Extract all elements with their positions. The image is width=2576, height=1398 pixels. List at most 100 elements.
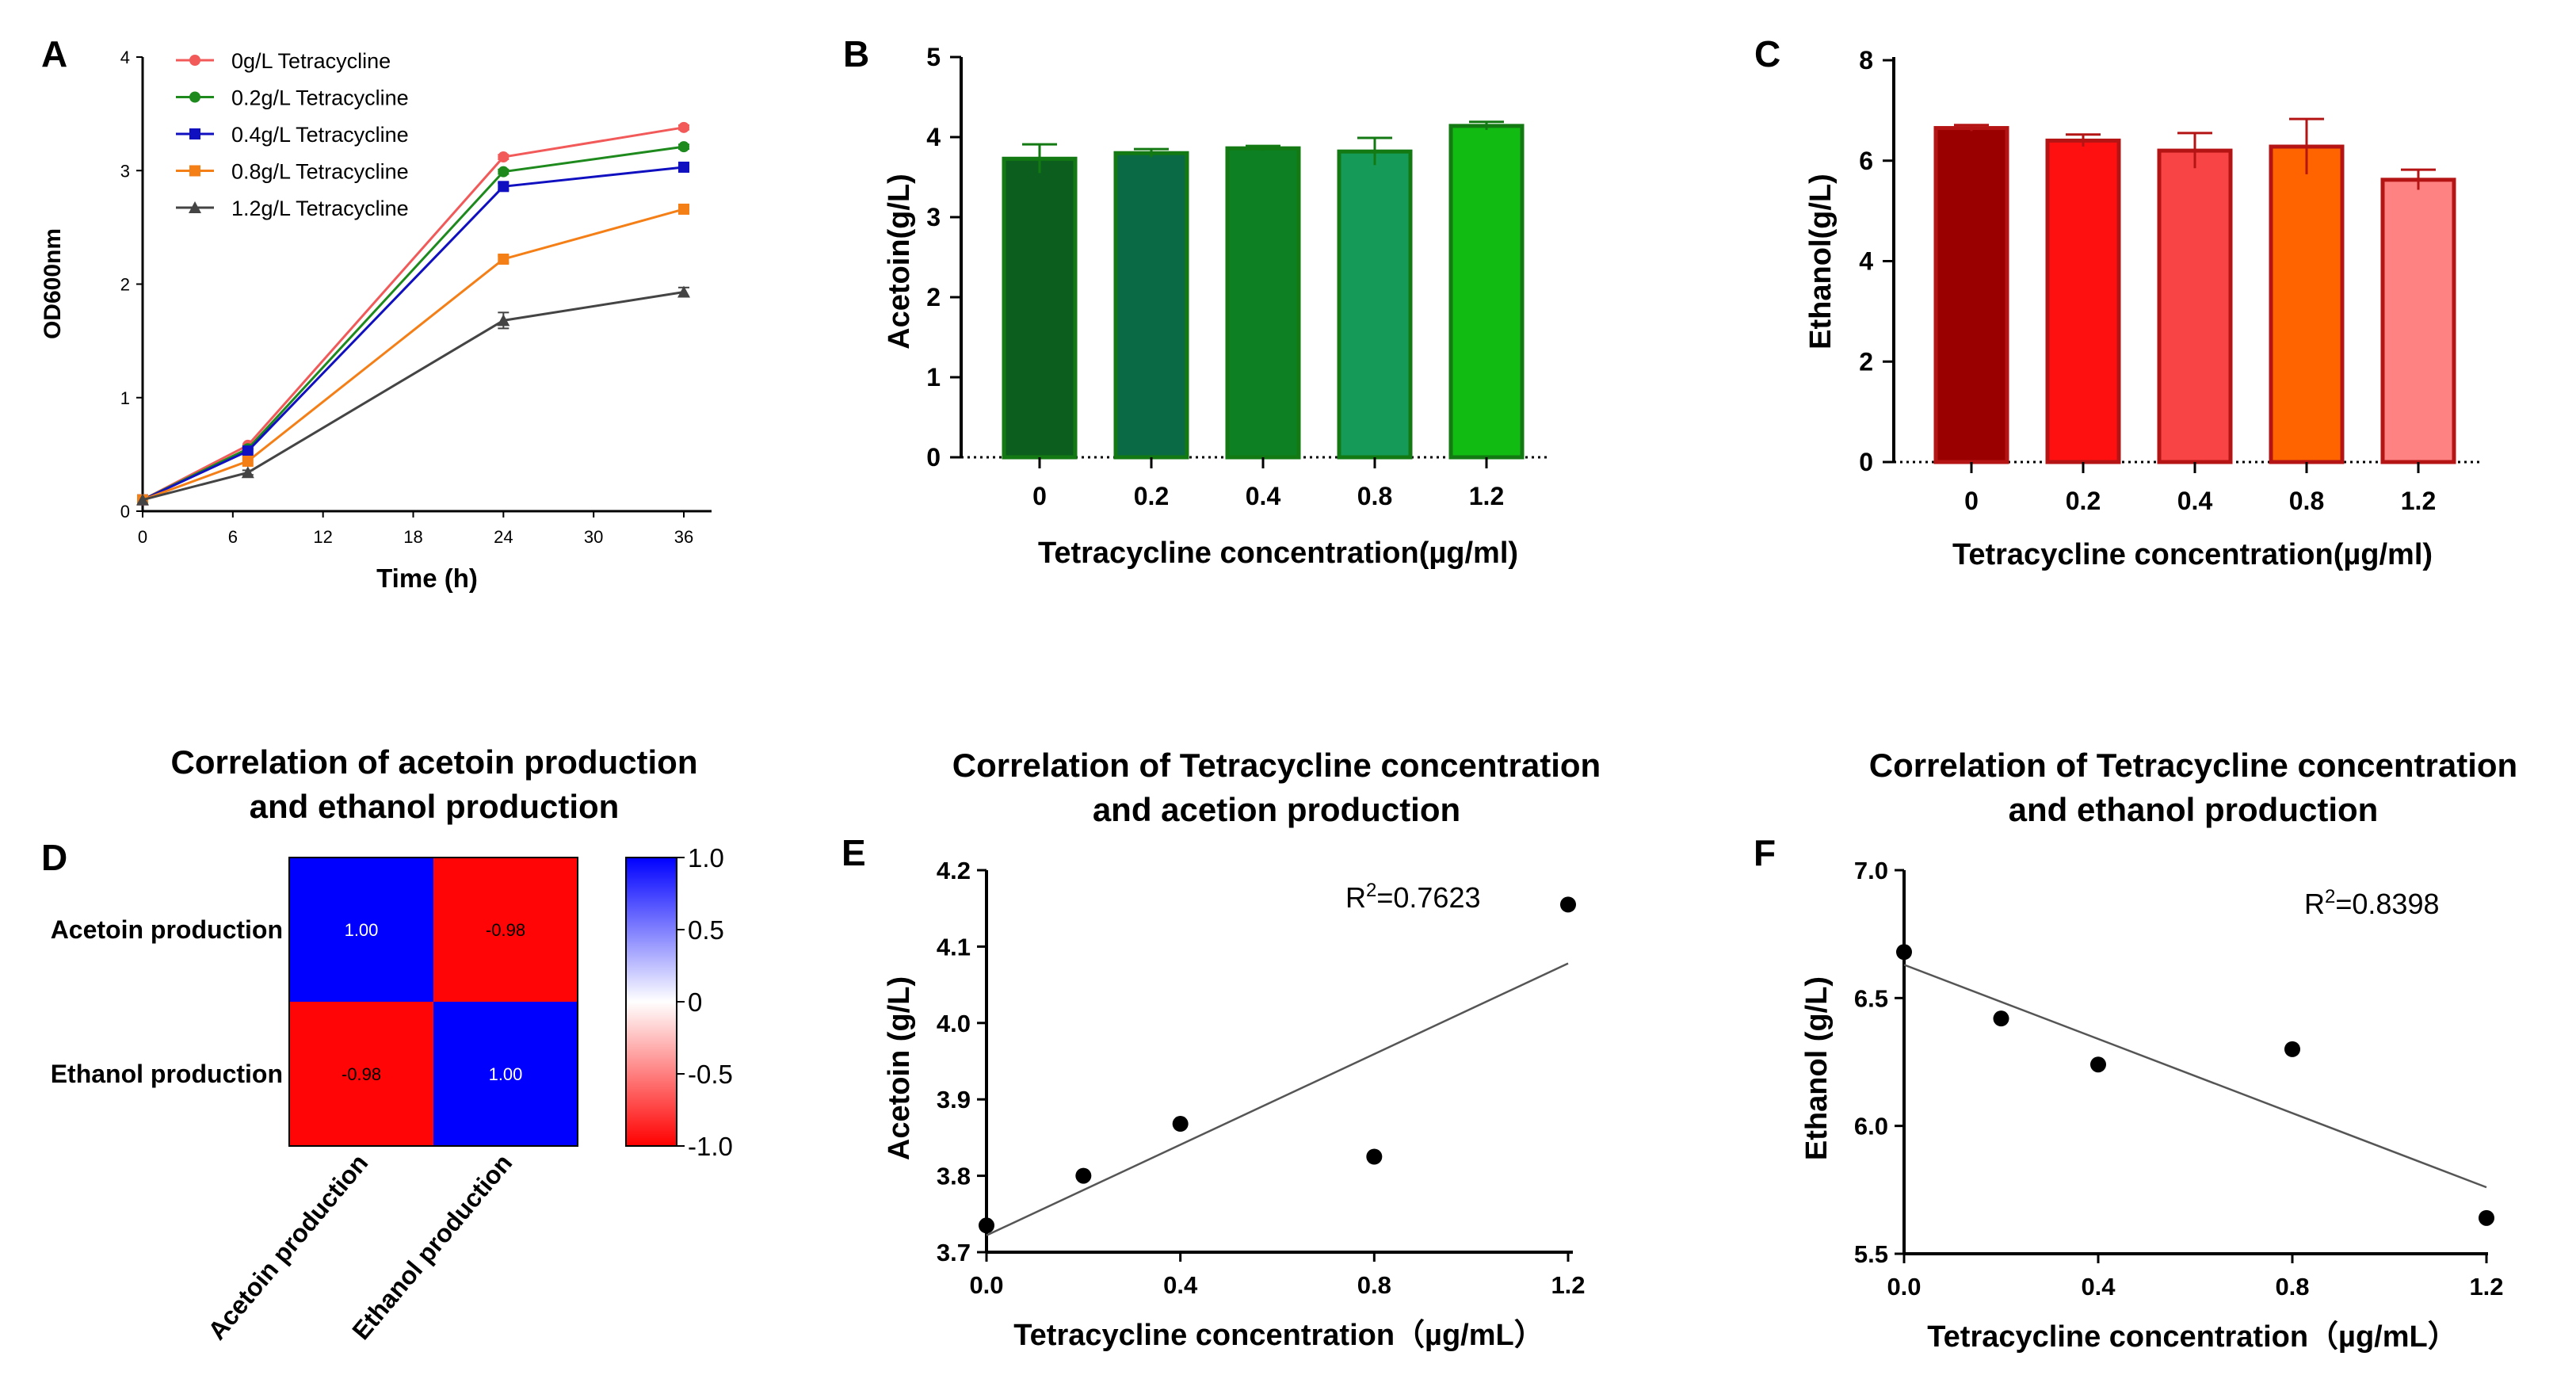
panel-b-bar-chart: B 0 1 2 3 4 5 0 0.2 0.4 0.8 1.2 Acetoin(g/L) Tetr… [843,33,1549,570]
panel-a-legend-marker [189,201,201,213]
panel-c-y-tick-label: 4 [1859,247,1873,276]
panel-e-title-line-1: Correlation of Tetracycline concentratio… [952,747,1601,784]
colorbar-tick-label: 1.0 [688,843,724,873]
heatmap-col-label: Acetoin production [202,1148,373,1345]
panel-a-y-tick-label: 0 [120,502,130,521]
heatmap-cell-value: 1.00 [489,1064,523,1084]
panel-a-x-tick-label: 6 [228,527,238,547]
panel-a-data-point [136,493,149,506]
panel-b-y-label: Acetoin(g/L) [883,174,916,350]
panel-e-data-point [979,1217,994,1234]
panel-f-y-tick-label: 6.5 [1854,984,1888,1012]
panel-c-bar [2380,178,2456,464]
panel-f-x-tick-label: 1.2 [2469,1273,2503,1301]
heatmap-row-label: Acetoin production [51,915,283,944]
panel-f-r2-exp: 2 [2325,886,2335,907]
panel-d-title-line-2: and ethanol production [250,788,620,825]
heatmap-cell [433,1002,578,1146]
panel-b-y-tick-label: 1 [926,363,941,392]
heatmap-row-label: Ethanol production [51,1060,283,1088]
heatmap-col-label: Ethanol production [346,1148,517,1345]
panel-a-legend-marker [189,91,200,103]
panel-e-r2: R2=0.7623 [1345,880,1481,914]
panel-a-y-tick-label: 1 [120,388,130,408]
panel-f-title-line-2: and ethanol production [2009,791,2379,828]
colorbar-tick-label: 0.5 [688,915,724,945]
panel-c-y-label: Ethanol(g/L) [1804,174,1838,350]
panel-b-y-tick-label: 2 [926,283,941,311]
panel-e-data-point [1366,1148,1383,1165]
panel-e-title-line-2: and acetion production [1093,791,1460,828]
panel-c-x-tick-label: 0 [1964,487,1979,515]
panel-a-x-label: Time (h) [376,563,478,593]
panel-e-y-tick-label: 3.7 [937,1239,971,1266]
panel-a-x-tick-label: 30 [584,527,603,547]
colorbar [625,857,677,1147]
panel-a-x-tick-label: 36 [674,527,693,547]
panel-b-x-tick-label: 1.2 [1469,482,1504,510]
colorbar-tick-label: -1.0 [688,1132,733,1161]
panel-e-y-tick-label: 4.1 [937,933,971,961]
panel-a-label: A [41,33,67,74]
panel-f-data-point [2284,1041,2300,1057]
panel-a-data-point [242,455,254,467]
panel-f-scatter: F Correlation of Tetracycline concentrat… [1754,747,2517,1354]
colorbar-tick-label: -0.5 [688,1060,733,1089]
panel-f-y-tick-label: 6.0 [1854,1113,1888,1140]
panel-a-legend-marker [189,128,200,139]
panel-a-x-tick-label: 0 [138,527,147,547]
panel-c-x-tick-label: 0.8 [2289,487,2324,515]
heatmap-cell-value: -0.98 [342,1064,381,1084]
panel-c-y-tick-label: 8 [1859,46,1873,74]
panel-d-title-line-1: Correlation of acetoin production [170,743,697,781]
panel-e-y-tick-label: 4.2 [937,857,971,884]
panel-a-series-line [142,145,685,502]
panel-c-bar [2045,138,2121,464]
panel-a-data-point [678,203,689,215]
panel-a-legend-label: 0.8g/L Tetracycline [231,160,409,184]
panel-f-data-point [2479,1209,2494,1226]
panel-c-x-tick-label: 0.2 [2066,487,2101,515]
panel-e-scatter: E Correlation of Tetracycline concentrat… [841,747,1601,1352]
panel-e-data-point [1075,1167,1092,1184]
panel-d-label: D [41,837,67,878]
panel-b-x-tick-label: 0.8 [1357,482,1392,510]
panel-f-title-line-1: Correlation of Tetracycline concentratio… [1869,747,2517,784]
panel-c-y-tick-label: 6 [1859,147,1873,175]
panel-a-legend-label: 0g/L Tetracycline [231,49,391,73]
panel-e-y-tick-label: 4.0 [937,1010,971,1037]
panel-f-r2: R2=0.8398 [2304,886,2440,920]
panel-a-legend-marker [189,55,200,66]
panel-e-label: E [841,832,866,873]
panel-a-legend-marker [189,165,200,177]
panel-b-x-tick-label: 0.4 [1246,482,1281,510]
panel-a-data-point [677,285,690,298]
panel-a-data-point [678,121,689,133]
panel-d-heatmap: D Correlation of acetoin production and … [41,743,733,1345]
panel-a-x-tick-label: 12 [313,527,332,547]
heatmap-cell-value: -0.98 [486,920,525,940]
panel-f-data-point [1896,944,1912,961]
panel-a-series-line [142,166,685,502]
panel-f-x-tick-label: 0.0 [1887,1273,1921,1301]
panel-f-fit-line [1903,964,2487,1189]
panel-b-y-tick-label: 5 [926,43,941,71]
panel-b-bar [1002,156,1078,460]
panel-e-data-point [1172,1116,1189,1133]
panel-e-x-tick-label: 0.8 [1357,1271,1391,1299]
panel-e-x-tick-label: 1.2 [1551,1271,1585,1299]
panel-a-data-point [678,141,689,153]
panel-a-data-point [498,253,509,265]
panel-c-x-tick-label: 0.4 [2177,487,2213,515]
panel-f-data-point [1993,1010,2009,1027]
panel-b-y-tick-label: 4 [926,123,941,151]
panel-f-label: F [1754,832,1776,873]
panel-c-x-label: Tetracycline concentration(µg/ml) [1952,538,2433,571]
heatmap-cell-value: 1.00 [345,920,379,940]
panel-e-x-tick-label: 0.4 [1163,1271,1198,1299]
panel-b-x-tick-label: 0 [1032,482,1047,510]
panel-f-x-tick-label: 0.4 [2081,1273,2116,1301]
panel-b-x-tick-label: 0.2 [1134,482,1169,510]
panel-e-r2-value: =0.7623 [1376,881,1480,914]
